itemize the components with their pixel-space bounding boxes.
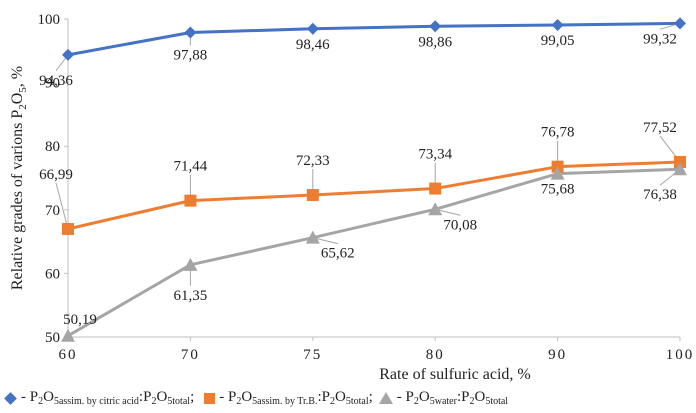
series-line-citric — [67, 21, 681, 57]
x-tick-label: 80 — [426, 347, 445, 363]
marker-water — [550, 166, 565, 180]
x-tick-label: 60 — [59, 347, 78, 363]
series-line-trb — [67, 160, 681, 231]
marker-trb — [429, 182, 442, 195]
x-axis-title: Rate of sulfuric acid, % — [379, 366, 531, 383]
y-tick-label: 60 — [45, 266, 60, 282]
legend-item-trb: - P2O5assim. by Tr.B.:P2O5total; — [204, 389, 373, 407]
data-labels: 94,36 97,88 98,46 98,86 99,05 99,32 66,99 71,44… — [39, 31, 677, 327]
data-label-trb: 66,99 — [39, 167, 73, 183]
data-label-citric: 98,86 — [418, 34, 452, 50]
x-tick-label: 70 — [181, 347, 200, 363]
marker-water — [183, 257, 198, 271]
y-axis-title-part: , % — [9, 66, 26, 87]
triangle-marker-icon — [378, 392, 393, 404]
leader-line — [55, 182, 69, 230]
legend-text: - P2O5assim. by Tr.B.:P2O5total; — [219, 389, 373, 407]
marker-water — [673, 162, 687, 176]
diamond-marker-icon — [4, 391, 17, 405]
data-label-water: 65,62 — [321, 246, 355, 262]
series-lines — [67, 21, 681, 338]
y-tick-label: 100 — [38, 12, 61, 28]
marker-water — [61, 328, 75, 342]
data-label-water: 70,08 — [443, 217, 477, 233]
y-tick-label: 90 — [45, 76, 60, 92]
data-label-citric: 98,46 — [296, 37, 330, 53]
y-axis-title-sub: 2 — [17, 104, 29, 110]
data-label-citric: 99,05 — [541, 33, 575, 49]
marker-trb — [306, 188, 319, 201]
y-axis-title-part: Relative grades of varions P — [9, 110, 26, 291]
legend-text: - P2O5water:P2O5total — [396, 389, 509, 407]
marker-citric — [306, 22, 319, 35]
legend-text: - P2O5assim. by citric acid:P2O5total; — [21, 389, 195, 407]
series-line-water — [67, 167, 681, 338]
data-label-water: 61,35 — [174, 288, 208, 304]
marker-water — [428, 202, 443, 216]
marker-citric — [674, 17, 686, 30]
marker-citric — [184, 26, 197, 39]
series-markers — [61, 17, 687, 342]
y-tick-label: 70 — [45, 203, 60, 219]
marker-citric — [429, 20, 442, 33]
x-tick-label: 100 — [666, 347, 695, 363]
y-tick-label: 50 — [45, 330, 60, 346]
marker-trb — [62, 222, 74, 235]
y-axis-title-part: O — [9, 93, 26, 105]
chart-axes — [64, 18, 681, 341]
data-label-citric: 94,36 — [39, 73, 73, 89]
y-axis-title-sub: 5 — [17, 87, 29, 93]
data-label-trb: 76,78 — [541, 125, 575, 141]
data-label-citric: 99,32 — [643, 31, 677, 47]
legend-item-citric: - P2O5assim. by citric acid:P2O5total; — [4, 389, 194, 407]
data-label-trb: 77,52 — [643, 120, 677, 136]
data-label-trb: 73,34 — [418, 147, 452, 163]
marker-citric — [62, 48, 74, 61]
marker-trb — [184, 194, 197, 207]
data-label-water: 50,19 — [63, 312, 97, 328]
y-axis-title: Relative grades of varions P2O5, % — [9, 66, 29, 290]
marker-citric — [551, 19, 564, 32]
marker-trb — [674, 155, 686, 168]
data-label-trb: 71,44 — [174, 159, 208, 175]
legend: - P2O5assim. by citric acid:P2O5total; -… — [4, 386, 694, 410]
data-label-water: 76,38 — [643, 187, 677, 203]
x-tick-label: 90 — [548, 347, 567, 363]
data-label-trb: 72,33 — [296, 153, 330, 169]
marker-water — [305, 230, 320, 244]
data-label-citric: 97,88 — [174, 47, 208, 63]
data-label-water: 75,68 — [541, 182, 575, 198]
legend-item-water: - P2O5water:P2O5total — [378, 389, 509, 407]
square-marker-icon — [204, 392, 216, 404]
x-tick-label: 75 — [303, 347, 322, 363]
y-tick-label: 80 — [45, 139, 60, 155]
